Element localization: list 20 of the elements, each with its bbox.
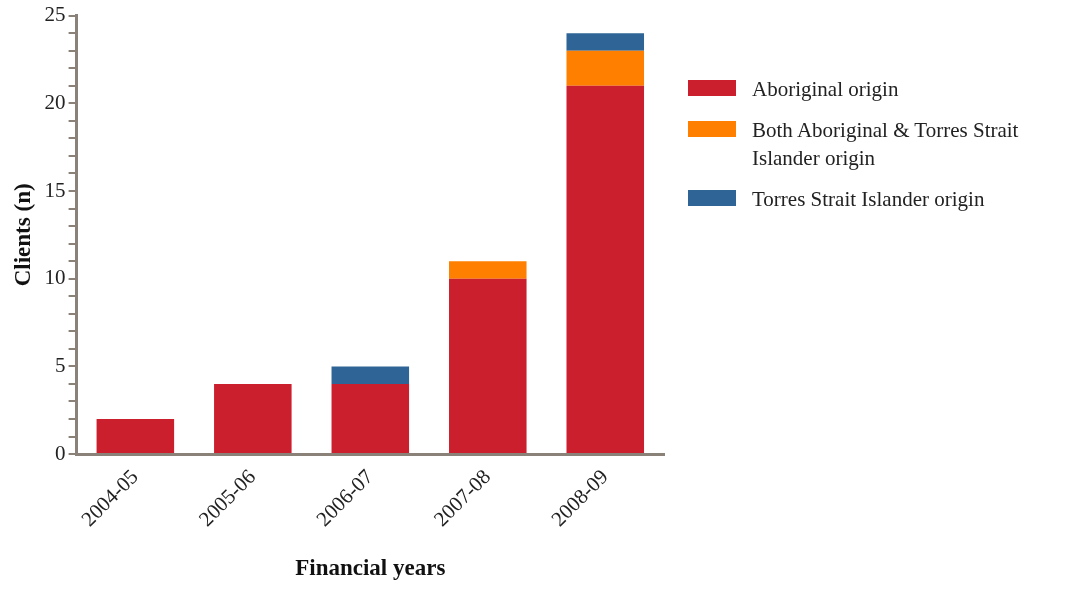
bar [96,419,175,454]
bar [331,366,410,384]
y-tick-label: 5 [55,352,66,377]
bar [214,383,292,454]
legend-label: Both Aboriginal & Torres Strait Islander origin [752,117,1020,172]
x-axis-title: Financial years [295,555,446,581]
bar [566,33,645,51]
y-tick-label: 10 [44,265,66,290]
bar [331,383,410,454]
y-tick-label: 15 [44,177,66,202]
bar [449,278,527,454]
bar [566,85,645,454]
y-axis-title: Clients (n) [9,183,35,287]
legend-label: Torres Strait Islander origin [752,185,985,213]
y-tick-label: 0 [55,440,66,465]
y-tick-label: 25 [44,2,66,27]
bar [449,261,527,279]
legend-label: Aboriginal origin [752,76,899,103]
bar [566,50,645,86]
y-tick-label: 20 [44,89,66,114]
